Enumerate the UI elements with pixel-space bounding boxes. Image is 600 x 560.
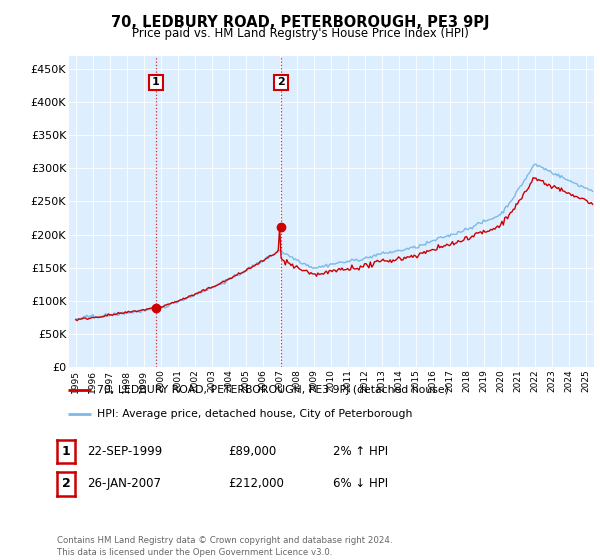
Text: 22-SEP-1999: 22-SEP-1999 [87,445,162,458]
Text: Contains HM Land Registry data © Crown copyright and database right 2024.
This d: Contains HM Land Registry data © Crown c… [57,536,392,557]
Text: 6% ↓ HPI: 6% ↓ HPI [333,477,388,491]
Text: Price paid vs. HM Land Registry's House Price Index (HPI): Price paid vs. HM Land Registry's House … [131,27,469,40]
Text: 2: 2 [277,77,285,87]
Text: 70, LEDBURY ROAD, PETERBOROUGH, PE3 9PJ (detached house): 70, LEDBURY ROAD, PETERBOROUGH, PE3 9PJ … [97,385,448,395]
Text: 1: 1 [152,77,160,87]
Text: £212,000: £212,000 [228,477,284,491]
Text: 70, LEDBURY ROAD, PETERBOROUGH, PE3 9PJ: 70, LEDBURY ROAD, PETERBOROUGH, PE3 9PJ [111,15,489,30]
Text: £89,000: £89,000 [228,445,276,458]
Text: 26-JAN-2007: 26-JAN-2007 [87,477,161,491]
Text: 2% ↑ HPI: 2% ↑ HPI [333,445,388,458]
Text: HPI: Average price, detached house, City of Peterborough: HPI: Average price, detached house, City… [97,409,412,419]
Text: 1: 1 [62,445,70,458]
Text: 2: 2 [62,477,70,491]
